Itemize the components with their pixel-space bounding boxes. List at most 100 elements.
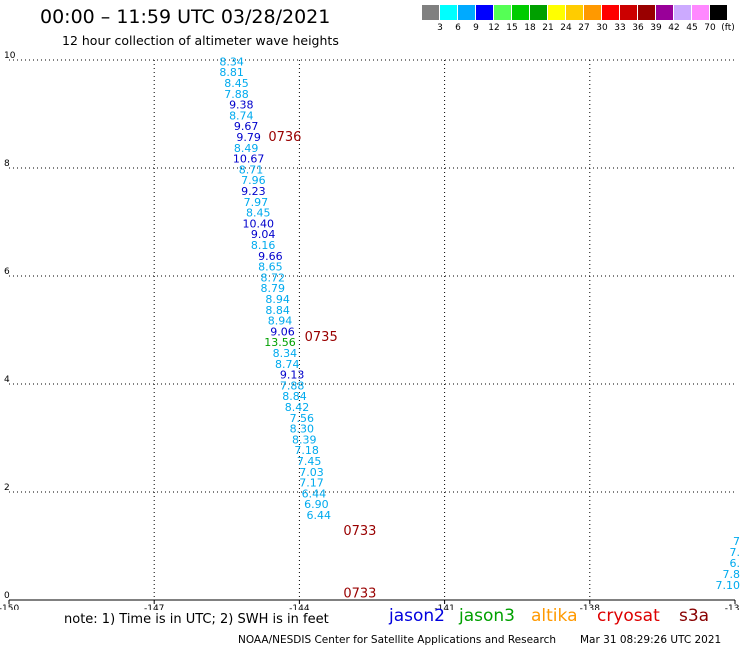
scale-swatch <box>710 5 727 20</box>
data-point-label: 7.45 <box>297 455 322 468</box>
data-point-label: 6.44 <box>307 509 332 522</box>
data-point-label: 7.88 <box>280 379 305 392</box>
scale-swatch <box>422 5 439 20</box>
scale-swatch <box>512 5 529 20</box>
data-point-label: 8.45 <box>246 207 271 220</box>
data-point-label: 8.74 <box>275 358 300 371</box>
edge-fragment-label: 7.8 <box>723 568 740 581</box>
scale-label: 21 <box>542 23 554 33</box>
data-point-label: 9.38 <box>229 99 254 112</box>
time-label: 0733 <box>343 586 376 601</box>
edge-fragment-label: 7.10 <box>716 579 740 592</box>
scale-label: (ft) <box>721 23 735 33</box>
y-tick-label: 8 <box>4 159 10 169</box>
scale-swatch <box>620 5 637 20</box>
wave-height-chart: -150-147-144-141-138-13502468108.348.818… <box>0 51 740 610</box>
y-tick-label: 2 <box>4 483 10 493</box>
data-point-label: 8.74 <box>229 109 254 122</box>
x-tick-label: -141 <box>434 604 454 610</box>
x-tick-label: -138 <box>580 604 601 610</box>
edge-fragment-label: 6. <box>730 557 740 570</box>
x-tick-label: -150 <box>0 604 19 610</box>
scale-label: 42 <box>668 23 680 33</box>
scale-label: 6 <box>455 23 461 33</box>
data-point-label: 8.94 <box>265 293 290 306</box>
data-point-label: 7.17 <box>299 477 324 490</box>
data-point-label: 7.03 <box>299 466 324 479</box>
time-label: 0736 <box>268 130 301 145</box>
data-point-label: 9.79 <box>236 131 261 144</box>
scale-label: 24 <box>560 23 572 33</box>
footer-note: note: 1) Time is in UTC; 2) SWH is in fe… <box>64 612 329 627</box>
scale-label: 12 <box>488 23 500 33</box>
timestamp: Mar 31 08:29:26 UTC 2021 <box>580 634 722 646</box>
scale-label: 30 <box>596 23 608 33</box>
scale-swatch <box>602 5 619 20</box>
scale-label: 15 <box>506 23 518 33</box>
scale-label: 70 <box>704 23 716 33</box>
data-point-label: 8.34 <box>273 347 298 360</box>
data-point-label: 6.90 <box>304 498 329 511</box>
mission-cryosat: cryosat <box>597 606 660 626</box>
scale-label: 39 <box>650 23 662 33</box>
data-point-label: 9.66 <box>258 250 283 263</box>
data-point-label: 7.96 <box>241 174 266 187</box>
y-tick-label: 10 <box>4 51 16 61</box>
data-point-label: 8.84 <box>282 390 307 403</box>
page-title: 00:00 – 11:59 UTC 03/28/2021 <box>40 6 331 28</box>
data-point-label: 9.06 <box>270 325 295 338</box>
data-point-label: 9.23 <box>241 185 266 198</box>
data-point-label: 8.30 <box>290 423 315 436</box>
data-point-label: 8.34 <box>219 55 244 68</box>
data-point-label: 8.71 <box>239 163 264 176</box>
edge-fragment-label: 7 <box>733 535 740 548</box>
data-point-label: 9.04 <box>251 228 276 241</box>
scale-swatch <box>674 5 691 20</box>
time-label: 0735 <box>305 330 338 345</box>
scale-swatch <box>692 5 709 20</box>
data-point-label: 8.49 <box>234 142 259 155</box>
x-tick-label: -144 <box>289 604 310 610</box>
scale-swatch <box>584 5 601 20</box>
y-tick-label: 0 <box>4 591 10 601</box>
scale-swatch <box>530 5 547 20</box>
scale-swatch <box>638 5 655 20</box>
y-tick-label: 6 <box>4 267 10 277</box>
data-point-label: 8.94 <box>268 315 293 328</box>
data-point-label: 8.65 <box>258 261 283 274</box>
data-point-label: 8.16 <box>251 239 276 252</box>
scale-label: 3 <box>437 23 443 33</box>
data-point-label: 9.67 <box>234 120 259 133</box>
scale-label: 27 <box>578 23 590 33</box>
scale-label: 33 <box>614 23 626 33</box>
scale-swatch <box>656 5 673 20</box>
scale-label: 18 <box>524 23 536 33</box>
page-subtitle: 12 hour collection of altimeter wave hei… <box>62 33 339 48</box>
time-label: 0733 <box>343 524 376 539</box>
data-point-label: 8.42 <box>285 401 310 414</box>
mission-s3a: s3a <box>679 606 710 626</box>
scale-swatch <box>440 5 457 20</box>
scale-swatch <box>494 5 511 20</box>
credit-line: NOAA/NESDIS Center for Satellite Applica… <box>238 634 556 646</box>
data-point-label: 8.79 <box>261 282 286 295</box>
data-point-label: 7.97 <box>244 196 269 209</box>
data-point-label: 8.84 <box>265 304 290 317</box>
x-tick-label: -147 <box>144 604 164 610</box>
data-point-label: 10.67 <box>233 153 265 166</box>
data-point-label: 7.18 <box>294 444 319 457</box>
data-point-label: 8.45 <box>224 77 249 90</box>
data-point-label: 13.56 <box>264 336 296 349</box>
data-point-label: 6.44 <box>302 487 327 500</box>
data-point-label: 8.39 <box>292 433 317 446</box>
edge-fragment-label: 7. <box>730 546 740 559</box>
data-point-label: 7.56 <box>290 412 315 425</box>
y-tick-label: 4 <box>4 375 10 385</box>
data-point-label: 7.88 <box>224 88 249 101</box>
scale-label: 36 <box>632 23 644 33</box>
scale-swatch <box>566 5 583 20</box>
mission-jason2: jason2 <box>389 606 445 626</box>
data-point-label: 10.40 <box>243 217 275 230</box>
scale-swatch <box>458 5 475 20</box>
mission-jason3: jason3 <box>459 606 515 626</box>
